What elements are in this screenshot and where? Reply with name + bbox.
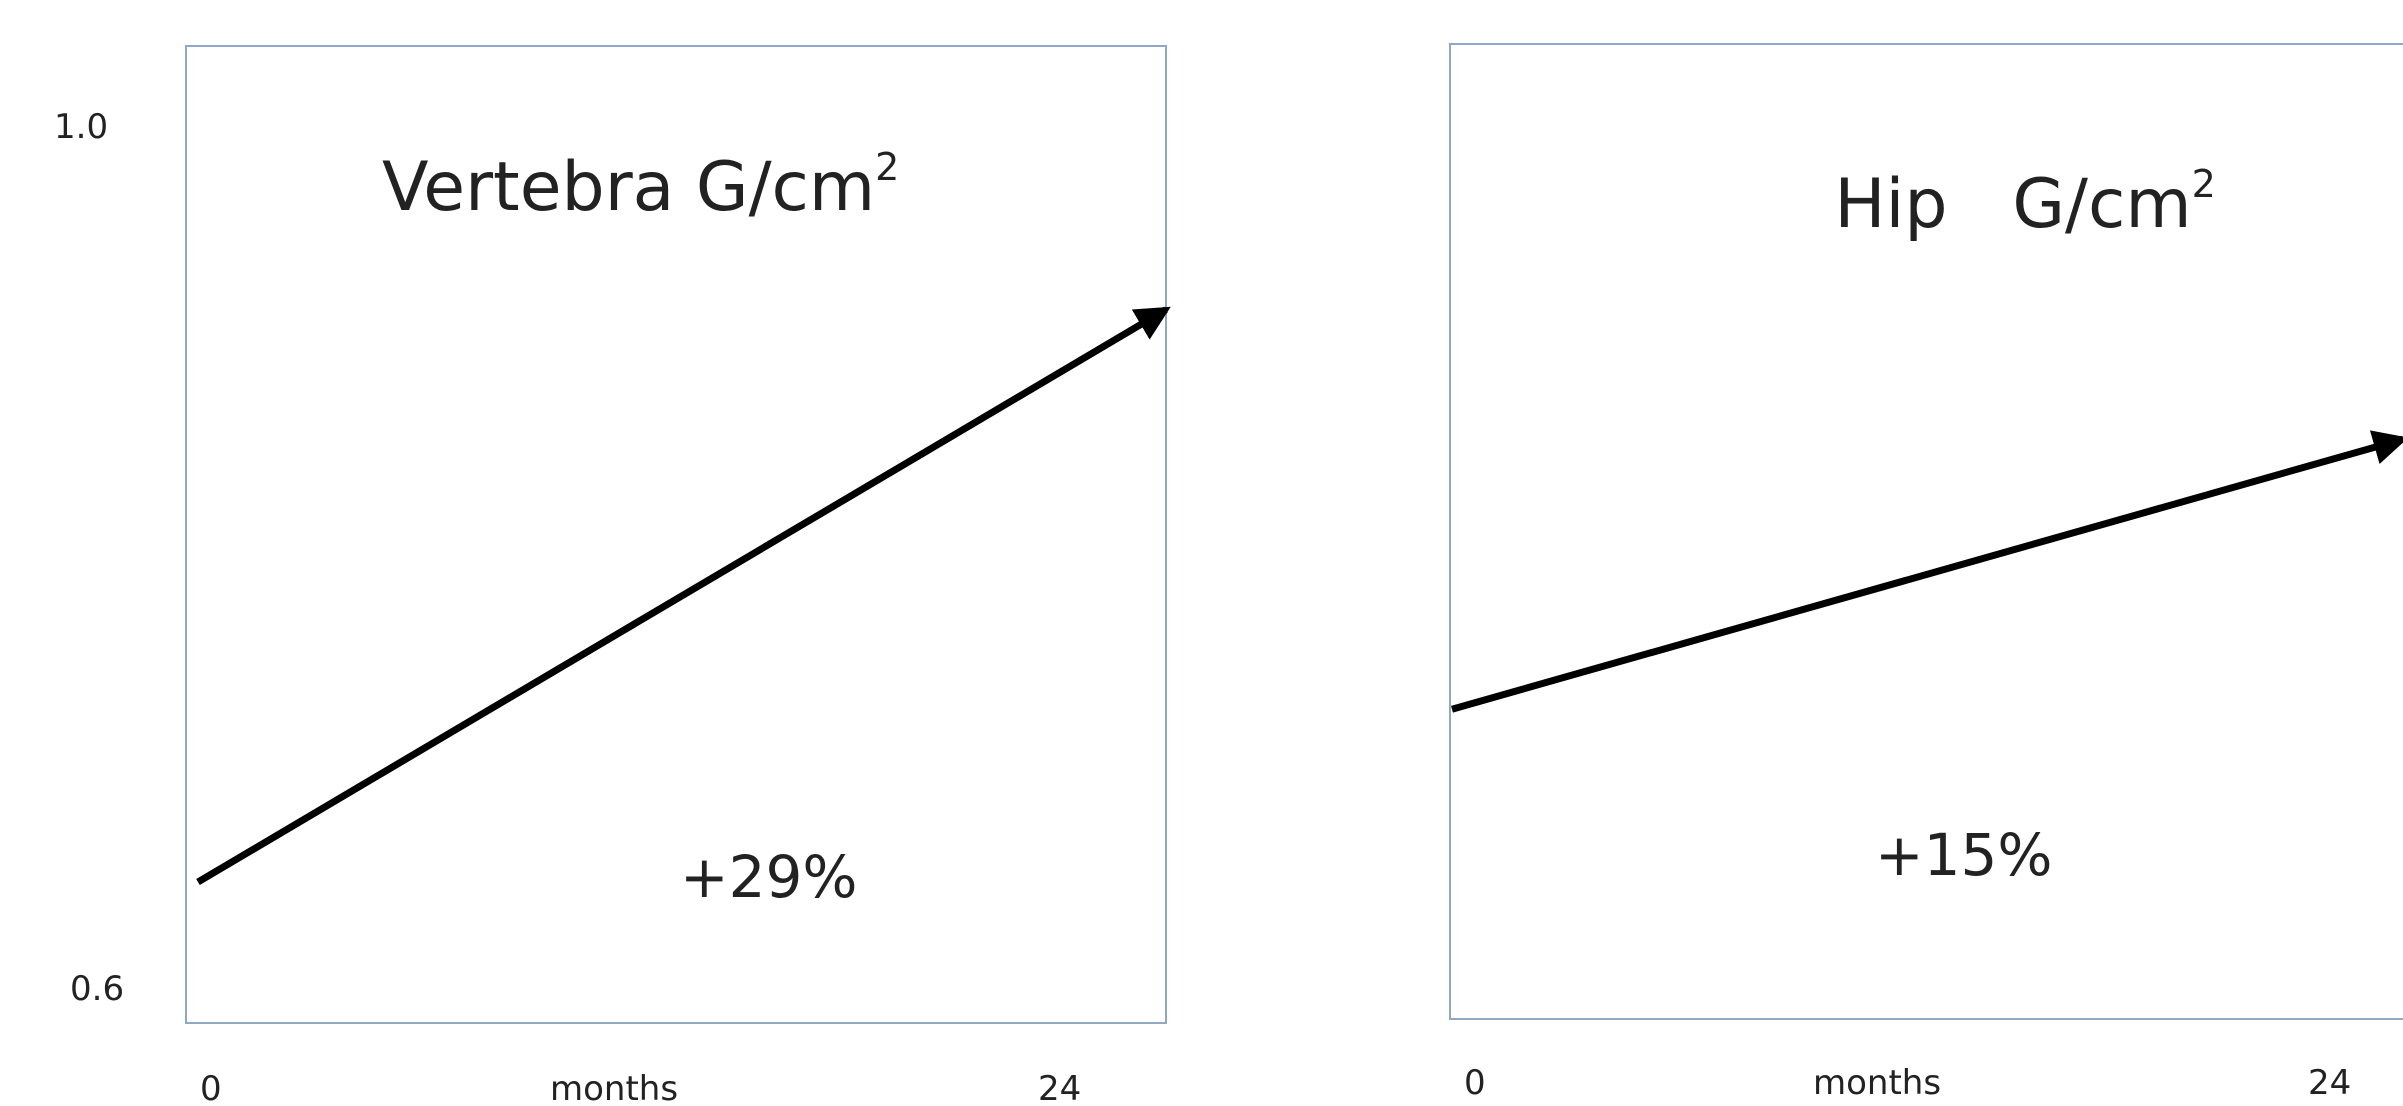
hip-panel: Hip G/cm2 +15% 0 months 24 [1449,43,2403,1103]
hip-x-tick-24: 24 [2308,1063,2351,1103]
hip-x-tick-0: 0 [1464,1063,1486,1103]
hip-x-axis-label: months [1813,1063,1941,1103]
vertebra-title-main: Vertebra G/cm [382,148,875,227]
y-tick-label-1.0: 1.0 [54,107,108,147]
vertebra-x-axis-label: months [550,1069,678,1106]
vertebra-x-tick-0: 0 [200,1069,222,1106]
hip-plot-frame [1449,43,2403,1020]
vertebra-title-sup: 2 [875,145,899,189]
vertebra-bmd-line [196,306,1171,886]
hip-title: Hip G/cm2 [1683,135,2324,244]
vertebra-title: Vertebra G/cm2 [382,145,899,227]
hip-bmd-line [1451,430,2403,713]
y-tick-label-0.6: 0.6 [70,969,124,1009]
vertebra-percent-annotation: +29% [680,843,858,911]
vertebra-plot-frame [185,45,1167,1024]
hip-title-sup: 2 [2192,162,2216,206]
hip-title-main: Hip G/cm [1834,165,2191,244]
vertebra-x-tick-24: 24 [1038,1069,1081,1106]
hip-percent-annotation: +15% [1875,821,2053,889]
vertebra-panel: Vertebra G/cm2 +29% 1.0 0.6 0 months 24 [54,45,1171,1106]
